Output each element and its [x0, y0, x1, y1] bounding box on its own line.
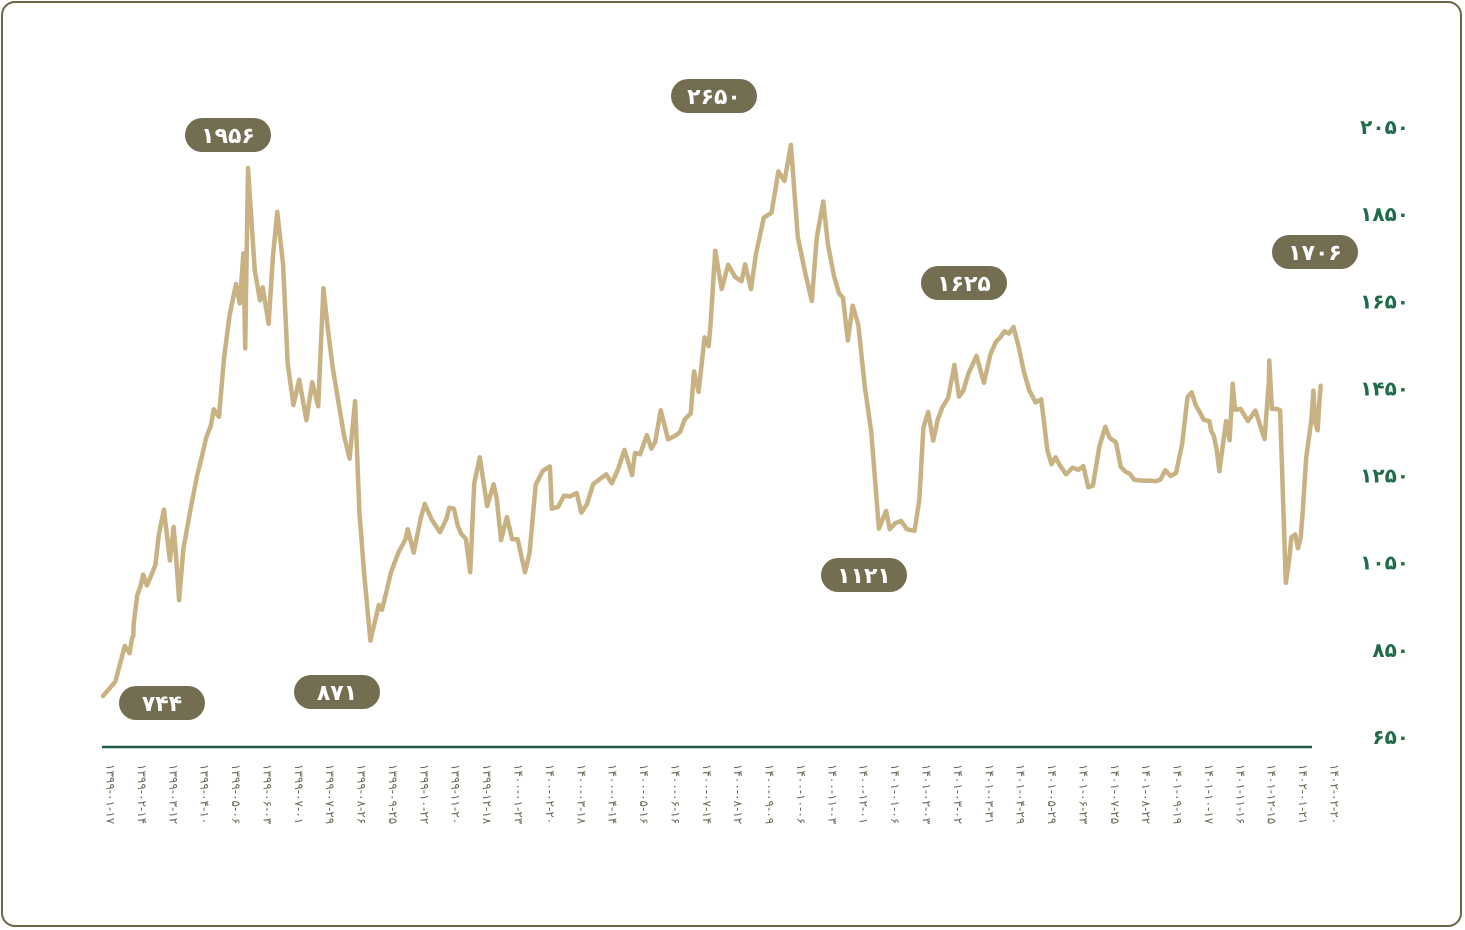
x-tick-label: ۱۳۹۹-۰۵-۰۶: [229, 764, 243, 824]
callout-pill: [1272, 235, 1358, 269]
value-callout: ۱۱۲۱: [821, 558, 907, 592]
value-callout: ۱۷۰۶: [1272, 235, 1358, 269]
x-tick-label: ۱۴۰۰-۰۵-۱۶: [637, 764, 651, 824]
x-tick-label: ۱۴۰۲-۰۲-۲۰: [1328, 764, 1342, 824]
x-tick-label: ۱۴۰۱-۰۵-۲۹: [1045, 764, 1059, 824]
x-tick-label: ۱۴۰۱-۱۱-۱۶: [1233, 764, 1247, 824]
x-tick-label: ۱۳۹۹-۰۱-۱۷: [104, 764, 118, 825]
value-callout: ۸۷۱: [294, 675, 380, 709]
x-tick-label: ۱۴۰۱-۰۳-۳۱: [982, 764, 996, 824]
x-tick-label: ۱۳۹۹-۰۹-۲۵: [386, 764, 400, 824]
callout-label: ۷۴۴: [142, 692, 182, 717]
x-tick-label: ۱۳۹۹-۰۷-۲۹: [323, 764, 337, 824]
callout-label: ۲۶۵۰: [687, 85, 741, 110]
value-callout: ۱۹۵۶: [185, 118, 271, 152]
value-callout: ۲۶۵۰: [671, 79, 757, 113]
x-tick-label: ۱۴۰۱-۰۹-۱۹: [1171, 764, 1185, 824]
callout-pill: [921, 266, 1007, 300]
callout-label: ۱۷۰۶: [1288, 241, 1342, 266]
x-tick-label: ۱۴۰۰-۰۶-۱۶: [668, 764, 682, 824]
y-tick-label: ۱۸۵۰: [1360, 202, 1409, 226]
y-tick-label: ۲۰۵۰: [1360, 115, 1409, 139]
x-tick-label: ۱۴۰۰-۰۲-۲۰: [543, 764, 557, 824]
callout-label: ۸۷۱: [317, 681, 357, 706]
x-tick-label: ۱۴۰۱-۰۳-۰۲: [951, 764, 965, 824]
x-tick-label: ۱۳۹۹-۰۲-۱۴: [135, 764, 149, 824]
callout-pill: [294, 675, 380, 709]
callout-pill: [119, 686, 205, 720]
x-tick-label: ۱۴۰۰-۰۸-۱۲: [731, 764, 745, 824]
callout-label: ۱۹۵۶: [201, 124, 255, 149]
x-tick-label: ۱۴۰۱-۰۸-۲۲: [1139, 764, 1153, 824]
x-tick-label: ۱۴۰۲-۰۱-۲۱: [1296, 764, 1310, 824]
x-tick-label: ۱۴۰۰-۱۲-۰۱: [857, 764, 871, 824]
x-tick-label: ۱۴۰۰-۰۴-۱۴: [606, 764, 620, 824]
callout-pill: [671, 79, 757, 113]
y-tick-label: ۱۲۵۰: [1360, 464, 1409, 488]
x-tick-label: ۱۳۹۹-۱۰-۲۲: [417, 764, 431, 824]
x-tick-label: ۱۴۰۰-۱۱-۰۳: [825, 764, 839, 825]
y-tick-label: ۱۴۵۰: [1360, 376, 1409, 400]
x-tick-label: ۱۴۰۰-۰۷-۱۴: [700, 764, 714, 824]
callout-pill: [185, 118, 271, 152]
callout-label: ۱۶۲۵: [937, 272, 991, 297]
x-tick-label: ۱۴۰۱-۰۷-۲۵: [1108, 764, 1122, 824]
y-tick-label: ۱۶۵۰: [1360, 289, 1409, 313]
price-series-line: [100, 142, 1323, 699]
x-tick-label: ۱۳۹۹-۱۱-۲۰: [449, 764, 463, 824]
value-callout: ۱۶۲۵: [921, 266, 1007, 300]
x-tick-label: ۱۳۹۹-۰۷-۰۱: [292, 764, 306, 824]
x-tick-label: ۱۴۰۱-۰۴-۲۹: [1014, 764, 1028, 824]
value-callouts: ۷۴۴ ۱۹۵۶ ۸۷۱ ۲۶۵۰ ۱۱۲۱ ۱۶۲۵ ۱۷۰۶: [119, 79, 1358, 720]
x-tick-label: ۱۳۹۹-۰۸-۲۶: [355, 764, 369, 824]
x-tick-label: ۱۴۰۰-۰۹-۰۹: [763, 764, 777, 824]
callout-label: ۱۱۲۱: [837, 564, 891, 589]
value-callout: ۷۴۴: [119, 686, 205, 720]
x-tick-label: ۱۴۰۱-۰۱-۰۶: [888, 764, 902, 824]
y-tick-label: ۶۵۰: [1372, 725, 1409, 749]
x-tick-label: ۱۴۰۱-۱۲-۱۵: [1265, 764, 1279, 824]
x-tick-label: ۱۳۹۹-۰۶-۰۳: [260, 764, 274, 825]
x-tick-label: ۱۴۰۰-۱۰-۰۶: [794, 764, 808, 824]
x-axis: ۱۳۹۹-۰۱-۱۷ ۱۳۹۹-۰۲-۱۴ ۱۳۹۹-۰۳-۱۲ ۱۳۹۹-۰۴-۱۰…: [104, 764, 1342, 825]
callout-pill: [821, 558, 907, 592]
y-axis: ۲۰۵۰ ۱۸۵۰ ۱۶۵۰ ۱۴۵۰ ۱۲۵۰ ۱۰۵۰ ۸۵۰ ۶۵۰: [1360, 115, 1409, 749]
x-tick-label: ۱۴۰۱-۰۲-۰۳: [920, 764, 934, 825]
x-tick-label: ۱۴۰۰-۰۳-۱۸: [574, 764, 588, 825]
x-tick-label: ۱۳۹۹-۰۴-۱۰: [198, 764, 212, 824]
y-tick-label: ۸۵۰: [1372, 638, 1409, 662]
x-tick-label: ۱۴۰۰-۰۱-۲۳: [512, 764, 526, 825]
y-tick-label: ۱۰۵۰: [1360, 551, 1409, 575]
x-tick-label: ۱۴۰۱-۰۶-۲۳: [1076, 764, 1090, 825]
x-tick-label: ۱۳۹۹-۱۲-۱۸: [480, 764, 494, 825]
x-tick-label: ۱۳۹۹-۰۳-۱۲: [166, 764, 180, 824]
x-tick-label: ۱۴۰۱-۱۰-۱۷: [1202, 764, 1216, 825]
